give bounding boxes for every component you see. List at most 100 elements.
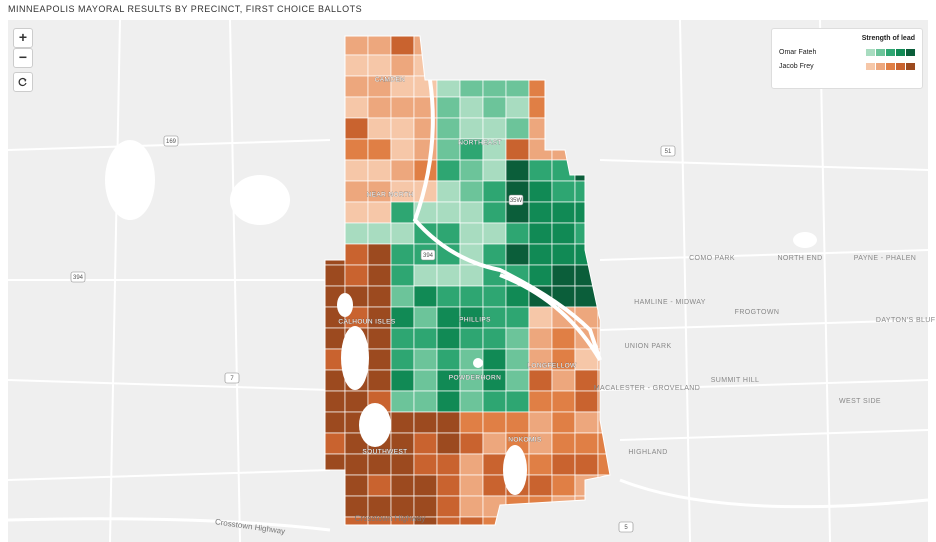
precinct [436, 201, 461, 224]
precinct [367, 36, 392, 56]
precinct [390, 390, 415, 413]
precinct [367, 96, 392, 119]
precinct [436, 516, 461, 525]
precinct [344, 117, 369, 140]
precinct [505, 285, 530, 308]
place-label: DAYTON'S BLUFF [876, 317, 936, 324]
roads [7, 19, 929, 542]
place-label: HAMLINE - MIDWAY [634, 299, 706, 306]
precinct [482, 432, 507, 455]
zoom-in[interactable]: + [13, 28, 33, 48]
legend-entry: Jacob Frey [779, 63, 915, 70]
precinct [344, 474, 369, 497]
place-label: CALHOUN ISLES [338, 319, 395, 326]
road-shield-label: 35W [510, 198, 523, 204]
precinct [390, 96, 415, 119]
precinct [413, 306, 438, 329]
precinct [390, 36, 415, 56]
legend-swatch [906, 49, 915, 56]
precinct [390, 453, 415, 476]
precinct [482, 222, 507, 245]
precinct [482, 96, 507, 119]
reset-view[interactable] [13, 72, 33, 92]
place-label: LONGFELLOW [527, 363, 577, 370]
precinct [482, 159, 507, 182]
precinct [459, 432, 484, 455]
precinct [482, 453, 507, 476]
place-label: NEAR NORTH [367, 192, 414, 199]
precinct [482, 474, 507, 497]
precinct [528, 201, 553, 224]
precinct [459, 411, 484, 434]
legend-swatch [896, 63, 905, 70]
precinct [482, 201, 507, 224]
precinct [482, 516, 507, 525]
precinct [436, 285, 461, 308]
place-label: WEST SIDE [839, 398, 881, 405]
precinct [551, 327, 576, 350]
precinct [436, 453, 461, 476]
precinct [367, 474, 392, 497]
precinct [413, 432, 438, 455]
precinct [528, 327, 553, 350]
precinct [482, 348, 507, 371]
precinct [367, 243, 392, 266]
precinct [436, 180, 461, 203]
legend: Strength of lead Omar Fateh Jacob Frey [771, 28, 923, 89]
precinct [505, 117, 530, 140]
precinct [367, 138, 392, 161]
precinct [459, 180, 484, 203]
precinct [344, 453, 369, 476]
precinct [482, 117, 507, 140]
precinct [528, 159, 553, 182]
precinct [459, 222, 484, 245]
precinct [482, 243, 507, 266]
road-shield [508, 194, 524, 206]
precinct [436, 96, 461, 119]
precinct [367, 369, 392, 392]
precinct [436, 117, 461, 140]
precinct [413, 411, 438, 434]
precinct [459, 495, 484, 518]
legend-swatch [896, 49, 905, 56]
precinct [390, 201, 415, 224]
place-label: FROGTOWN [735, 309, 780, 316]
precinct [528, 180, 553, 203]
precinct [574, 390, 599, 413]
precinct [390, 138, 415, 161]
precinct [505, 411, 530, 434]
precinct [413, 516, 438, 525]
precinct [505, 96, 530, 119]
precinct [528, 453, 553, 476]
precinct [459, 96, 484, 119]
precinct [390, 159, 415, 182]
road-shield [420, 249, 436, 261]
place-label: UNION PARK [624, 343, 671, 350]
place-label: SOUTHWEST [362, 449, 407, 456]
precinct [505, 138, 530, 161]
precinct [505, 390, 530, 413]
zoom-out[interactable]: − [13, 48, 33, 68]
precinct [436, 264, 461, 287]
precinct [436, 159, 461, 182]
precinct [459, 516, 484, 525]
legend-swatch [886, 49, 895, 56]
precinct [344, 138, 369, 161]
precinct [436, 432, 461, 455]
precinct [344, 54, 369, 77]
precinct [436, 495, 461, 518]
precinct [459, 117, 484, 140]
precinct [551, 243, 576, 266]
precinct [390, 285, 415, 308]
road-shield-label: 394 [73, 275, 84, 281]
road-shield [618, 521, 634, 533]
precinct [413, 348, 438, 371]
precinct [436, 348, 461, 371]
precinct [436, 411, 461, 434]
precinct [505, 243, 530, 266]
precinct [528, 390, 553, 413]
precinct [574, 432, 599, 455]
precinct [344, 36, 369, 56]
road-shield-label: 51 [665, 149, 672, 155]
precinct [528, 411, 553, 434]
